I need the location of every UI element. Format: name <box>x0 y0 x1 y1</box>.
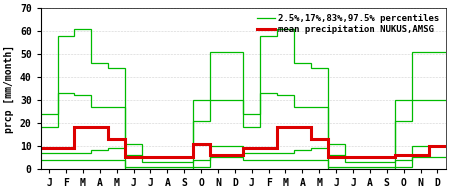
Y-axis label: prcp [mm/month]: prcp [mm/month] <box>4 44 14 132</box>
Legend: 2.5%,17%,83%,97.5% percentiles, mean precipitation NUKUS,AMSG: 2.5%,17%,83%,97.5% percentiles, mean pre… <box>255 13 441 36</box>
